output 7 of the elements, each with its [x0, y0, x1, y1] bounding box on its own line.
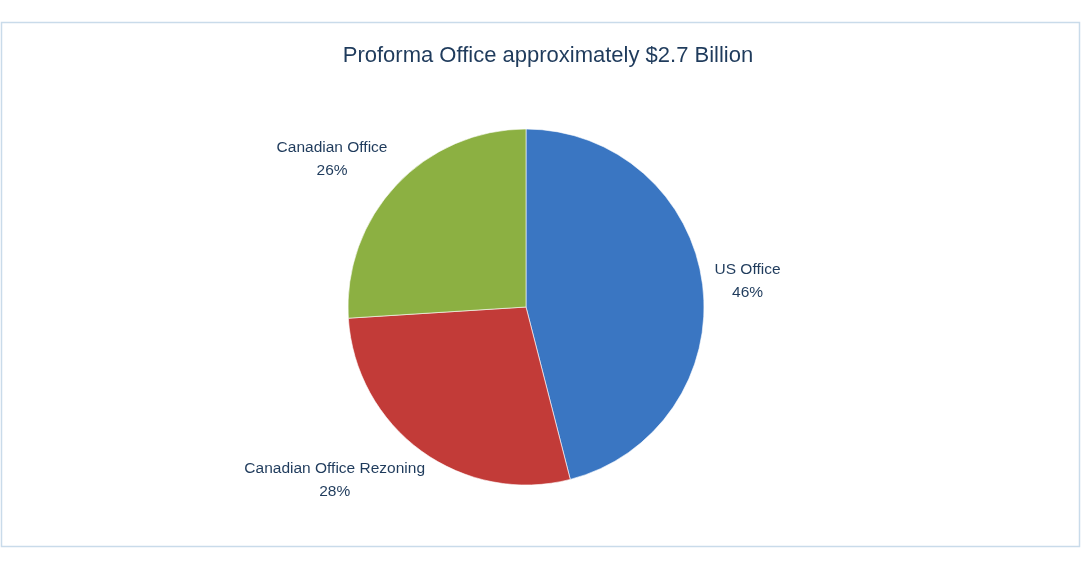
slice-label: Canadian Office Rezoning	[244, 459, 426, 477]
slice-label: Canadian Office	[276, 138, 388, 156]
data-label: 26%	[316, 161, 348, 179]
chart-title: Proforma Office approximately $2.7 Billion	[342, 42, 754, 67]
data-label: 46%	[732, 282, 764, 300]
slice-label: US Office	[714, 259, 781, 277]
data-label: 28%	[319, 482, 351, 500]
